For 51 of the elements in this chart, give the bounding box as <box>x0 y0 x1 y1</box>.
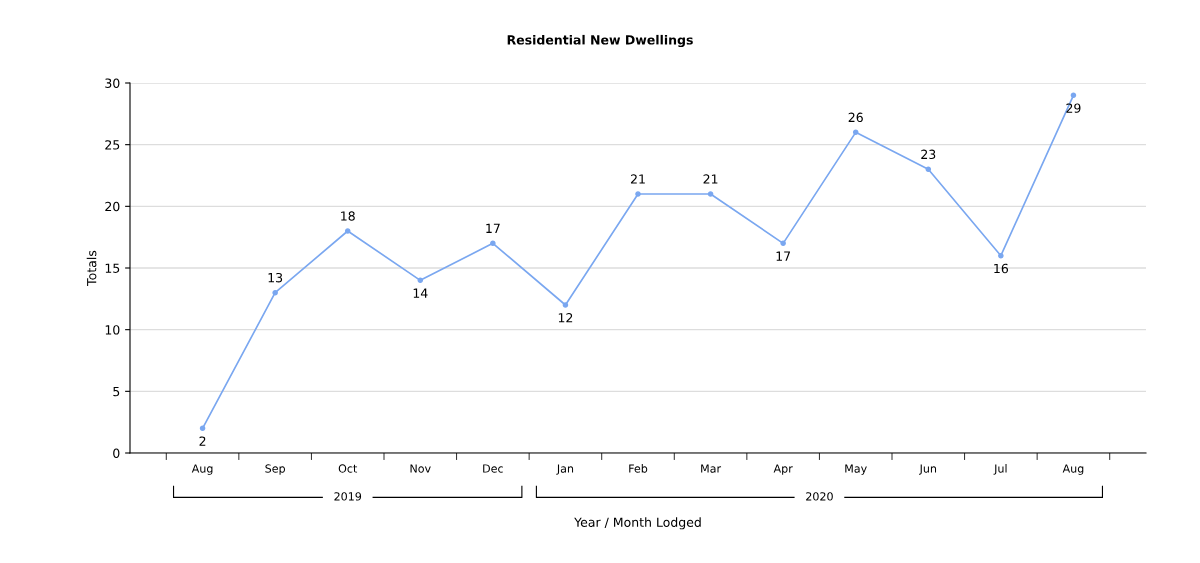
x-tick-label: May <box>845 464 867 475</box>
data-label: 12 <box>558 313 573 323</box>
data-label: 23 <box>921 149 936 160</box>
x-tick-label: Apr <box>773 464 793 475</box>
point <box>272 289 278 296</box>
y-tick-label: 15 <box>105 263 120 273</box>
y-tick-label: 5 <box>113 386 120 397</box>
point <box>852 129 859 136</box>
data-label: 17 <box>776 251 791 261</box>
x-tick-label: Jan <box>556 464 574 475</box>
y-tick-label: 20 <box>105 201 120 212</box>
point <box>707 191 714 197</box>
x-tick-label: Feb <box>629 464 648 473</box>
x-axis-title: Year / Month Lodged <box>574 517 701 530</box>
point <box>199 425 206 432</box>
x-tick-label: Nov <box>410 464 431 473</box>
point <box>635 191 641 197</box>
x-tick-label: Aug <box>1062 464 1084 475</box>
point <box>490 240 496 247</box>
y-tick-label: 30 <box>105 78 120 88</box>
text: 2019 <box>334 492 362 501</box>
data-label: 13 <box>268 272 283 283</box>
chart-title: Residential New Dwellings <box>507 34 693 48</box>
y-tick-label: 25 <box>105 140 120 150</box>
data-label: 17 <box>486 223 500 233</box>
data-label: 29 <box>1066 103 1081 113</box>
point <box>925 166 932 173</box>
x-tick-label: Jun <box>919 464 937 475</box>
data-label: 2 <box>199 436 206 446</box>
point <box>344 228 351 234</box>
y-tick-label: 0 <box>113 448 120 458</box>
data-label: 16 <box>994 263 1009 274</box>
text: 2020 <box>806 492 833 501</box>
point <box>417 277 424 284</box>
point <box>1070 92 1077 99</box>
data-label: 21 <box>703 174 718 184</box>
y-tick-label: 10 <box>105 325 120 335</box>
y-axis-title: Totals <box>86 250 97 286</box>
x-tick-label: Mar <box>701 464 722 473</box>
x-tick-label: Oct <box>338 464 358 473</box>
x-tick-label: Sep <box>265 464 286 475</box>
point <box>562 302 569 308</box>
x-tick-label: Aug <box>191 464 213 475</box>
x-tick-label: Dec <box>483 464 503 473</box>
point <box>780 240 786 247</box>
data-label: 18 <box>341 211 355 221</box>
data-label: 14 <box>413 288 428 298</box>
data-label: 21 <box>630 174 645 184</box>
x-tick-label: Jul <box>993 464 1007 475</box>
data-label: 26 <box>848 112 863 123</box>
point <box>998 252 1004 259</box>
